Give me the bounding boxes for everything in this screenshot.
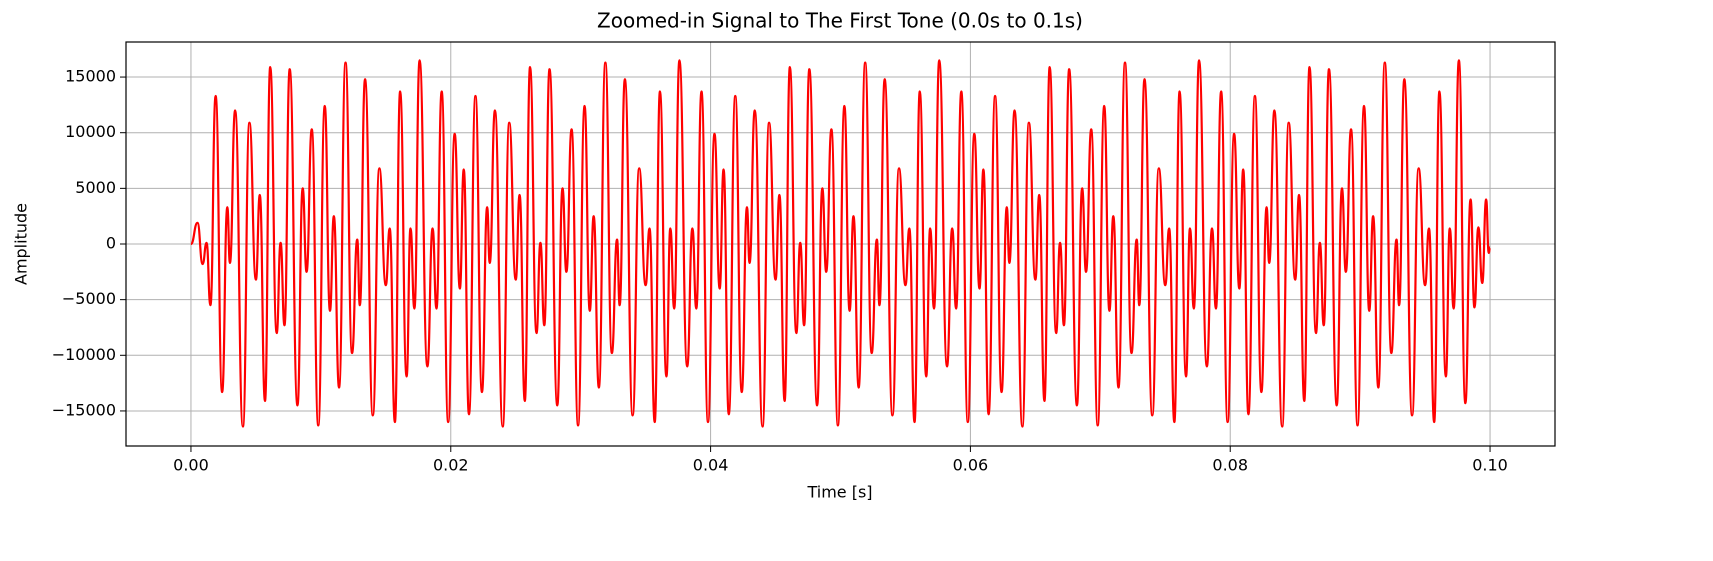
x-tick-label: 0.00	[173, 456, 209, 475]
x-tick-label: 0.04	[693, 456, 729, 475]
y-tick-label: 15000	[65, 67, 116, 86]
x-tick-label: 0.06	[953, 456, 989, 475]
plot-area	[189, 59, 1492, 428]
chart-title: Zoomed-in Signal to The First Tone (0.0s…	[597, 9, 1083, 33]
ticks: 0.00 0.02 0.04 0.06 0.08 0.10 −15000 −10000 −500…	[52, 67, 1508, 475]
y-tick-label: −5000	[62, 289, 116, 308]
y-tick-label: 10000	[65, 122, 116, 141]
y-tick-label: 0	[106, 234, 116, 253]
y-tick-label: 5000	[75, 178, 116, 197]
y-axis-label: Amplitude	[12, 203, 31, 285]
y-tick-label: −10000	[52, 345, 116, 364]
signal-line	[189, 59, 1492, 428]
x-axis-label: Time [s]	[806, 483, 872, 502]
y-tick-label: −15000	[52, 400, 116, 419]
x-tick-label: 0.02	[433, 456, 469, 475]
x-tick-label: 0.10	[1472, 456, 1508, 475]
x-tick-label: 0.08	[1212, 456, 1248, 475]
